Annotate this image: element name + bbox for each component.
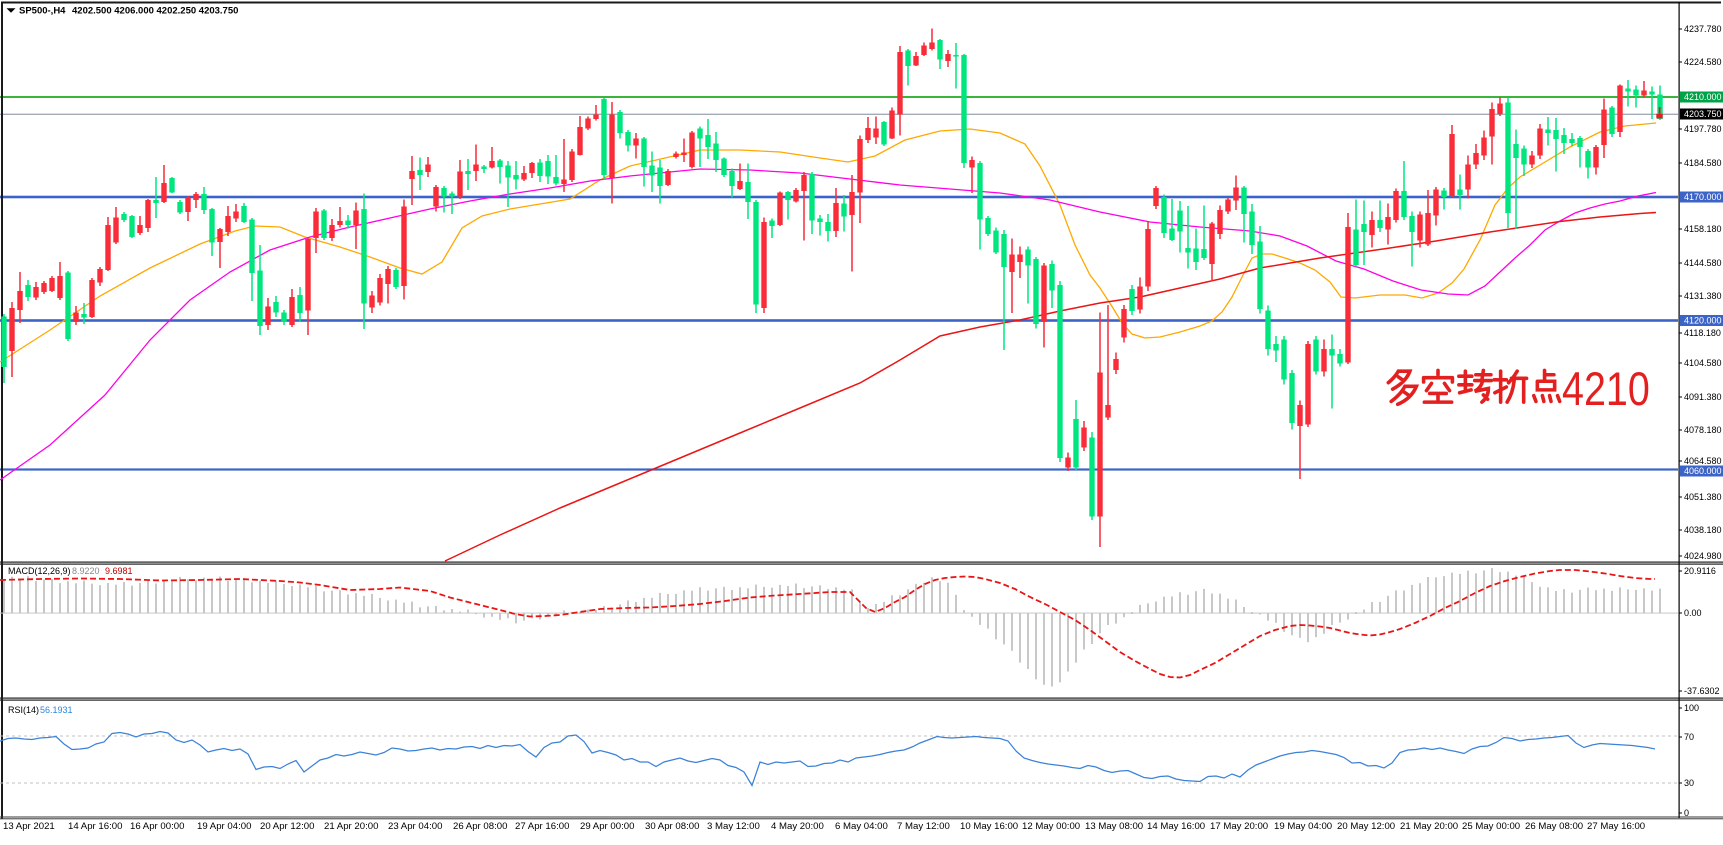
svg-text:4104.580: 4104.580 bbox=[1684, 358, 1722, 368]
svg-text:RSI(14): RSI(14) bbox=[8, 705, 39, 715]
svg-text:19 May 04:00: 19 May 04:00 bbox=[1274, 821, 1332, 832]
svg-text:29 Apr 00:00: 29 Apr 00:00 bbox=[580, 821, 634, 832]
svg-text:8.9220: 8.9220 bbox=[72, 566, 100, 576]
svg-text:20.9116: 20.9116 bbox=[1684, 566, 1716, 576]
svg-text:4060.000: 4060.000 bbox=[1684, 466, 1722, 476]
svg-text:16 Apr 00:00: 16 Apr 00:00 bbox=[130, 821, 184, 832]
svg-text:4 May 20:00: 4 May 20:00 bbox=[771, 821, 824, 832]
svg-text:4170.000: 4170.000 bbox=[1684, 192, 1722, 202]
svg-text:21 May 20:00: 21 May 20:00 bbox=[1400, 821, 1458, 832]
svg-text:4064.580: 4064.580 bbox=[1684, 456, 1722, 466]
svg-text:25 May 00:00: 25 May 00:00 bbox=[1462, 821, 1520, 832]
svg-text:4118.180: 4118.180 bbox=[1684, 328, 1721, 338]
svg-text:4184.580: 4184.580 bbox=[1684, 158, 1722, 168]
svg-text:56.1931: 56.1931 bbox=[40, 705, 73, 715]
svg-text:14 May 16:00: 14 May 16:00 bbox=[1147, 821, 1205, 832]
svg-text:-37.6302: -37.6302 bbox=[1684, 686, 1720, 696]
svg-text:4024.980: 4024.980 bbox=[1684, 551, 1722, 561]
svg-text:4202.500 4206.000 4202.250 420: 4202.500 4206.000 4202.250 4203.750 bbox=[72, 6, 238, 17]
svg-text:12 May 00:00: 12 May 00:00 bbox=[1022, 821, 1080, 832]
svg-text:4158.180: 4158.180 bbox=[1684, 224, 1722, 234]
svg-text:23 Apr 04:00: 23 Apr 04:00 bbox=[388, 821, 442, 832]
svg-text:4051.380: 4051.380 bbox=[1684, 492, 1722, 502]
svg-text:MACD(12,26,9): MACD(12,26,9) bbox=[8, 566, 71, 576]
svg-text:100: 100 bbox=[1684, 703, 1699, 713]
svg-text:13 Apr 2021: 13 Apr 2021 bbox=[3, 821, 55, 832]
svg-text:27 Apr 16:00: 27 Apr 16:00 bbox=[515, 821, 569, 832]
svg-text:0.00: 0.00 bbox=[1684, 608, 1702, 618]
svg-text:4078.180: 4078.180 bbox=[1684, 425, 1722, 435]
svg-text:6 May 04:00: 6 May 04:00 bbox=[835, 821, 888, 832]
svg-text:4120.000: 4120.000 bbox=[1684, 316, 1722, 326]
svg-text:4203.750: 4203.750 bbox=[1684, 109, 1722, 119]
svg-text:4091.380: 4091.380 bbox=[1684, 392, 1722, 402]
svg-text:4144.580: 4144.580 bbox=[1684, 258, 1722, 268]
svg-text:70: 70 bbox=[1684, 732, 1694, 742]
svg-text:17 May 20:00: 17 May 20:00 bbox=[1210, 821, 1268, 832]
svg-text:4210: 4210 bbox=[1562, 364, 1650, 416]
svg-text:4224.580: 4224.580 bbox=[1684, 57, 1722, 67]
svg-text:4038.180: 4038.180 bbox=[1684, 525, 1722, 535]
svg-text:0: 0 bbox=[1684, 808, 1689, 818]
svg-text:26 May 08:00: 26 May 08:00 bbox=[1525, 821, 1583, 832]
svg-text:3 May 12:00: 3 May 12:00 bbox=[707, 821, 760, 832]
svg-text:19 Apr 04:00: 19 Apr 04:00 bbox=[197, 821, 251, 832]
svg-text:30 Apr 08:00: 30 Apr 08:00 bbox=[645, 821, 699, 832]
svg-text:4197.780: 4197.780 bbox=[1684, 124, 1722, 134]
svg-text:7 May 12:00: 7 May 12:00 bbox=[897, 821, 950, 832]
svg-text:10 May 16:00: 10 May 16:00 bbox=[960, 821, 1018, 832]
svg-text:9.6981: 9.6981 bbox=[105, 566, 133, 576]
svg-text:4210.000: 4210.000 bbox=[1684, 92, 1722, 102]
svg-text:30: 30 bbox=[1684, 778, 1694, 788]
svg-text:26 Apr 08:00: 26 Apr 08:00 bbox=[453, 821, 507, 832]
svg-text:20 Apr 12:00: 20 Apr 12:00 bbox=[260, 821, 314, 832]
svg-text:4237.780: 4237.780 bbox=[1684, 24, 1722, 34]
svg-text:21 Apr 20:00: 21 Apr 20:00 bbox=[324, 821, 378, 832]
svg-text:27 May 16:00: 27 May 16:00 bbox=[1587, 821, 1645, 832]
svg-text:4131.380: 4131.380 bbox=[1684, 291, 1722, 301]
svg-text:13 May 08:00: 13 May 08:00 bbox=[1085, 821, 1143, 832]
svg-text:SP500-,H4: SP500-,H4 bbox=[19, 6, 66, 17]
svg-text:14 Apr 16:00: 14 Apr 16:00 bbox=[68, 821, 122, 832]
svg-text:20 May 12:00: 20 May 12:00 bbox=[1337, 821, 1395, 832]
